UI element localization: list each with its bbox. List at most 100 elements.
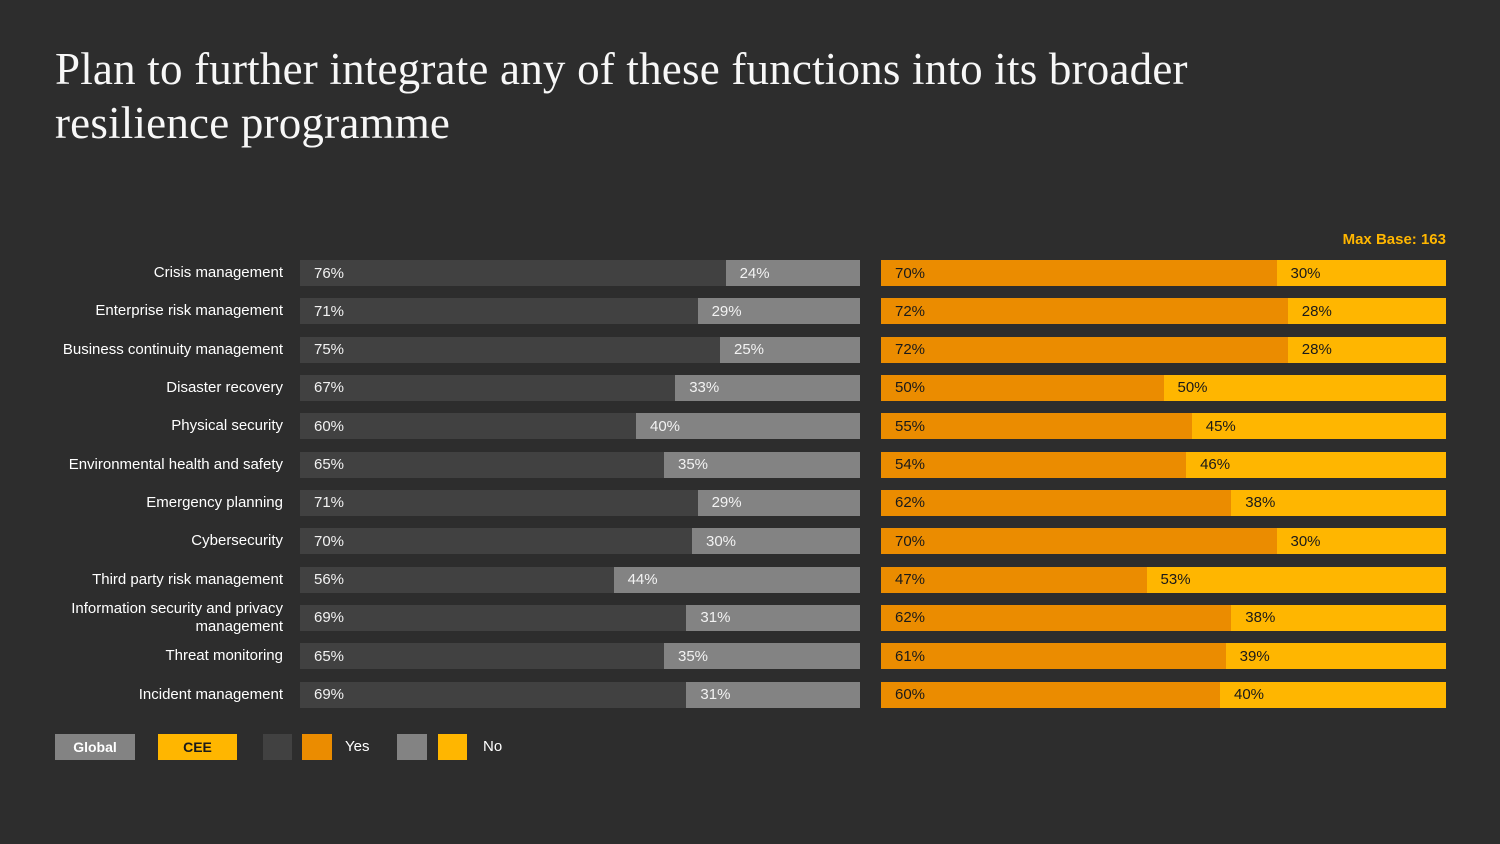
value-label: 69%	[314, 686, 345, 704]
category-label: Information security and privacy managem…	[71, 599, 283, 635]
chart-row: Threat monitoring 65% 35% 61% 39%	[0, 643, 1500, 670]
cee-bar-no-segment: 39%	[1225, 643, 1446, 670]
value-label: 69%	[314, 609, 345, 627]
category-label: Business continuity management	[62, 340, 283, 358]
global-bar-no-segment: 31%	[686, 681, 860, 708]
value-label: 35%	[678, 647, 709, 665]
value-label: 25%	[734, 341, 765, 359]
global-bar: 69% 31%	[300, 604, 860, 631]
global-bar-no-segment: 35%	[664, 643, 860, 670]
cee-bar-yes-segment: 55%	[881, 413, 1192, 440]
chart-row: Incident management 69% 31% 60% 40%	[0, 681, 1500, 708]
chart-row: Environmental health and safety 65% 35% 54%…	[0, 451, 1500, 478]
value-label: 30%	[706, 532, 737, 550]
value-label: 70%	[895, 532, 926, 550]
chart-row: Cybersecurity 70% 30% 70% 30%	[0, 528, 1500, 555]
value-label: 50%	[895, 379, 926, 397]
value-label: 60%	[895, 686, 926, 704]
cee-bar: 54% 46%	[881, 451, 1446, 478]
global-bar: 56% 44%	[300, 566, 860, 593]
global-bar: 69% 31%	[300, 681, 860, 708]
cee-bar-no-segment: 50%	[1163, 374, 1446, 401]
legend-cee-no-swatch	[438, 734, 467, 760]
cee-bar-no-segment: 40%	[1220, 681, 1446, 708]
value-label: 28%	[1301, 302, 1332, 320]
global-bar: 67% 33%	[300, 374, 860, 401]
page-title: Plan to further integrate any of these f…	[55, 42, 1188, 150]
title-line-2: resilience programme	[55, 98, 451, 148]
global-bar-yes-segment: 65%	[300, 643, 664, 670]
value-label: 67%	[314, 379, 345, 397]
global-bar-no-segment: 29%	[697, 489, 860, 516]
cee-bar-yes-segment: 72%	[881, 298, 1288, 325]
global-bar-yes-segment: 76%	[300, 260, 726, 286]
chart-row: Disaster recovery 67% 33% 50% 50%	[0, 374, 1500, 401]
global-bar: 75% 25%	[300, 336, 860, 363]
value-label: 75%	[314, 341, 345, 359]
cee-bar-no-segment: 30%	[1276, 260, 1446, 286]
cee-bar-yes-segment: 62%	[881, 489, 1232, 516]
chart-row: Enterprise risk management 71% 29% 72% 28%	[0, 298, 1500, 325]
global-bar-no-segment: 33%	[675, 374, 860, 401]
value-label: 71%	[314, 302, 345, 320]
cee-bar-no-segment: 38%	[1231, 604, 1446, 631]
title-line-1: Plan to further integrate any of these f…	[55, 44, 1188, 94]
cee-bar-yes-segment: 70%	[881, 528, 1277, 555]
value-label: 28%	[1301, 341, 1332, 359]
cee-bar: 61% 39%	[881, 643, 1446, 670]
category-label: Cybersecurity	[191, 532, 283, 550]
cee-bar-no-segment: 30%	[1276, 528, 1446, 555]
value-label: 50%	[1177, 379, 1208, 397]
global-bar-yes-segment: 60%	[300, 413, 636, 440]
value-label: 38%	[1245, 609, 1276, 627]
global-bar: 71% 29%	[300, 489, 860, 516]
value-label: 30%	[1290, 532, 1321, 550]
global-bar-no-segment: 25%	[720, 336, 860, 363]
value-label: 39%	[1239, 647, 1270, 665]
value-label: 40%	[650, 417, 681, 435]
cee-bar: 70% 30%	[881, 528, 1446, 555]
value-label: 65%	[314, 647, 345, 665]
category-label: Enterprise risk management	[95, 302, 283, 320]
value-label: 24%	[739, 264, 770, 282]
cee-bar-yes-segment: 70%	[881, 260, 1277, 286]
value-label: 29%	[711, 494, 742, 512]
chart-row: Information security and privacy managem…	[0, 599, 1500, 635]
global-bar-no-segment: 30%	[692, 528, 860, 555]
value-label: 44%	[627, 571, 658, 589]
value-label: 70%	[895, 264, 926, 282]
cee-bar: 70% 30%	[881, 260, 1446, 286]
category-label: Environmental health and safety	[68, 455, 283, 473]
global-bar: 65% 35%	[300, 643, 860, 670]
cee-bar-yes-segment: 60%	[881, 681, 1220, 708]
category-label: Incident management	[138, 685, 283, 703]
category-label: Third party risk management	[92, 570, 283, 588]
cee-bar-yes-segment: 54%	[881, 451, 1187, 478]
category-label: Physical security	[171, 417, 283, 435]
value-label: 30%	[1290, 264, 1321, 282]
cee-bar: 50% 50%	[881, 374, 1446, 401]
value-label: 38%	[1245, 494, 1276, 512]
cee-bar: 47% 53%	[881, 566, 1446, 593]
chart-row: Emergency planning 71% 29% 62% 38%	[0, 489, 1500, 516]
value-label: 45%	[1205, 417, 1236, 435]
global-bar-yes-segment: 65%	[300, 451, 664, 478]
value-label: 71%	[314, 494, 345, 512]
global-bar-yes-segment: 67%	[300, 374, 676, 401]
category-label: Emergency planning	[146, 493, 283, 511]
cee-bar-yes-segment: 47%	[881, 566, 1147, 593]
global-bar-no-segment: 40%	[636, 413, 860, 440]
legend-cee-yes-swatch	[302, 734, 332, 760]
global-bar-no-segment: 44%	[613, 566, 860, 593]
value-label: 31%	[700, 609, 731, 627]
cee-bar: 72% 28%	[881, 298, 1446, 325]
cee-bar-yes-segment: 61%	[881, 643, 1226, 670]
value-label: 31%	[700, 686, 731, 704]
value-label: 62%	[895, 609, 926, 627]
category-label: Disaster recovery	[166, 378, 283, 396]
global-bar: 70% 30%	[300, 528, 860, 555]
legend-global-yes-swatch	[263, 734, 292, 760]
global-bar-yes-segment: 56%	[300, 566, 614, 593]
legend-cee-chip: CEE	[158, 734, 237, 760]
